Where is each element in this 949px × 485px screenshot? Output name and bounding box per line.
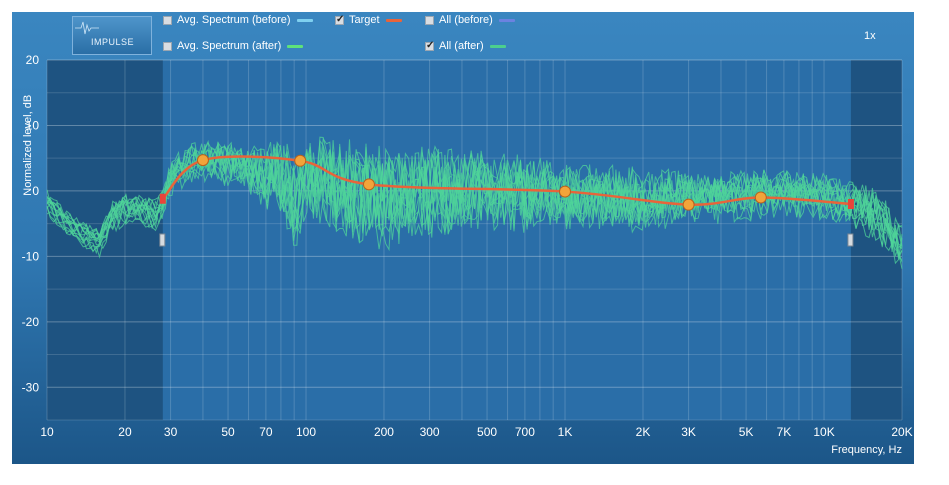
all-after-curve <box>46 141 903 257</box>
x-tick-label: 70 <box>259 425 273 439</box>
all-after-curve <box>46 141 903 257</box>
avg-before-swatch <box>296 18 313 22</box>
legend-avg-spectrum-before[interactable]: Avg. Spectrum (before) <box>163 12 313 28</box>
legend-avg-spectrum-after[interactable]: Avg. Spectrum (after) <box>163 38 304 54</box>
avg-after-checkbox[interactable] <box>163 41 172 51</box>
y-tick-label: 10 <box>26 118 40 132</box>
x-tick-label: 500 <box>477 425 497 439</box>
avg-after-swatch <box>287 44 304 48</box>
target-point[interactable] <box>682 198 695 211</box>
x-tick-label: 10K <box>813 425 834 439</box>
range-handle[interactable] <box>847 233 854 247</box>
x-tick-label: 50 <box>221 425 235 439</box>
excluded-ranges <box>47 60 902 420</box>
target-end-handle[interactable] <box>847 199 854 209</box>
x-tick-label: 100 <box>296 425 316 439</box>
target-point[interactable] <box>559 185 572 198</box>
target-end-handle[interactable] <box>159 193 166 204</box>
y-tick-label: -10 <box>22 249 40 263</box>
x-tick-label: 300 <box>420 425 440 439</box>
all-before-swatch <box>498 18 515 22</box>
avg-after-label: Avg. Spectrum (after) <box>177 40 282 52</box>
x-axis-label: Frequency, Hz <box>831 444 902 456</box>
legend-all-before[interactable]: All (before) <box>425 12 515 28</box>
avg-before-checkbox[interactable] <box>163 15 172 25</box>
y-tick-label: 20 <box>26 53 40 67</box>
all-before-label: All (before) <box>439 14 493 26</box>
zoom-level[interactable]: 1x <box>864 30 876 42</box>
target-curve-group[interactable] <box>159 154 854 247</box>
all-after-swatch <box>489 44 506 48</box>
target-swatch <box>385 18 402 22</box>
range-handle[interactable] <box>159 233 166 247</box>
x-tick-label: 7K <box>777 425 792 439</box>
impulse-wave-icon <box>75 21 99 35</box>
y-axis-label: Normalized level, dB <box>22 95 34 196</box>
impulse-button-label: IMPULSE <box>91 37 135 47</box>
target-line <box>161 155 852 206</box>
target-point[interactable] <box>294 154 307 167</box>
x-tick-label: 2K <box>636 425 651 439</box>
legend-target[interactable]: Target <box>335 12 402 28</box>
x-tick-label: 700 <box>515 425 535 439</box>
x-tick-label: 20 <box>118 425 132 439</box>
x-tick-label: 200 <box>374 425 394 439</box>
x-tick-label: 20K <box>891 425 912 439</box>
target-point[interactable] <box>362 178 375 191</box>
plot-area <box>47 60 902 420</box>
impulse-button[interactable]: IMPULSE <box>72 16 152 55</box>
all-after-label: All (after) <box>439 40 484 52</box>
legend-all-after[interactable]: All (after) <box>425 38 506 54</box>
x-tick-label: 3K <box>681 425 696 439</box>
avg-before-label: Avg. Spectrum (before) <box>177 14 291 26</box>
grid <box>46 59 903 421</box>
y-tick-label: -20 <box>22 315 40 329</box>
all-before-checkbox[interactable] <box>425 15 434 25</box>
target-point[interactable] <box>754 191 767 204</box>
y-tick-label: -30 <box>22 380 40 394</box>
y-tick-label: 0 <box>32 184 39 198</box>
target-point[interactable] <box>196 154 209 167</box>
target-label: Target <box>349 14 380 26</box>
target-checkbox[interactable] <box>335 14 344 25</box>
x-tick-label: 5K <box>739 425 754 439</box>
axis-ticks: 10 20 30 50 70 100 200 300 500 700 1K 2K 3K 5K 7K 10K 20… <box>22 53 913 439</box>
all-after-checkbox[interactable] <box>425 40 434 51</box>
all-after-curve <box>46 147 903 250</box>
x-tick-label: 1K <box>558 425 573 439</box>
x-tick-label: 10 <box>40 425 54 439</box>
x-tick-label: 30 <box>164 425 178 439</box>
